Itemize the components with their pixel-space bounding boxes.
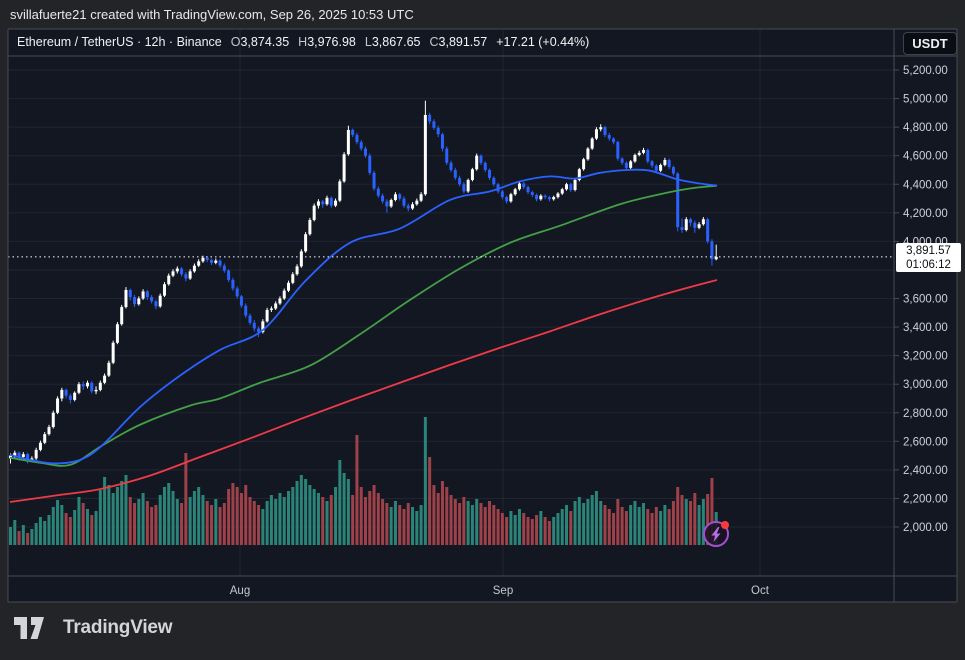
low-label: L [364,35,372,49]
bar-countdown: 01:06:12 [906,259,951,271]
instant-trading-button[interactable] [703,521,729,547]
ma_slow-line [9,279,718,503]
ma_fast-line [9,168,718,465]
lightning-bolt-icon [711,527,721,542]
open-label: O [230,35,241,49]
svg-text:2,200.00: 2,200.00 [903,493,948,505]
attribution-text: svillafuerte21 created with TradingView.… [10,7,414,22]
svg-text:Sep: Sep [493,585,513,597]
time-axis[interactable]: Aug Sep Oct [230,585,770,597]
svg-text:Oct: Oct [751,585,770,597]
currency-toggle-button[interactable]: USDT [903,32,957,55]
volume-series [9,417,718,545]
svg-text:4,400.00: 4,400.00 [903,179,948,191]
ma-lines [9,168,718,503]
change-value: +17.21 (+0.44%) [496,35,590,49]
tradingview-mark-icon [14,617,44,639]
open-value: 3,874.35 [240,35,290,49]
low-value: 3,867.65 [371,35,421,49]
svg-text:4,800.00: 4,800.00 [903,122,948,134]
svg-text:5,200.00: 5,200.00 [903,65,948,77]
svg-text:3,600.00: 3,600.00 [903,294,948,306]
svg-text:2,400.00: 2,400.00 [903,465,948,477]
svg-text:5,000.00: 5,000.00 [903,94,948,106]
symbol-legend[interactable]: Ethereum / TetherUS · 12h · Binance O3,87… [17,35,589,49]
tradingview-logo: TradingView [14,614,173,642]
high-label: H [298,35,308,49]
svg-text:3,000.00: 3,000.00 [903,379,948,391]
pane-borders [7,28,958,603]
close-value: 3,891.57 [438,35,488,49]
close-label: C [429,35,439,49]
svg-text:4,200.00: 4,200.00 [903,208,948,220]
grid-lines [8,30,894,576]
svg-text:4,600.00: 4,600.00 [903,151,948,163]
last-price-label: 3,891.57 01:06:12 [896,243,961,272]
price-axis[interactable]: 5,200.00 5,000.00 4,800.00 4,600.00 4,400.00… [894,65,948,534]
svg-text:2,000.00: 2,000.00 [903,522,948,534]
tradingview-logo-text: TradingView [63,617,173,638]
notification-dot [721,521,729,529]
symbol-title[interactable]: Ethereum / TetherUS · 12h · Binance [17,35,222,49]
svg-text:2,800.00: 2,800.00 [903,408,948,420]
high-value: 3,976.98 [307,35,356,49]
svg-text:3,200.00: 3,200.00 [903,351,948,363]
chart-pane[interactable] [8,29,957,602]
svg-text:3,400.00: 3,400.00 [903,322,948,334]
last-price-value: 3,891.57 [906,245,951,257]
attribution-bar: svillafuerte21 created with TradingView.… [0,0,965,29]
svg-text:2,600.00: 2,600.00 [903,436,948,448]
svg-text:Aug: Aug [230,585,250,597]
candle-series [9,100,718,464]
